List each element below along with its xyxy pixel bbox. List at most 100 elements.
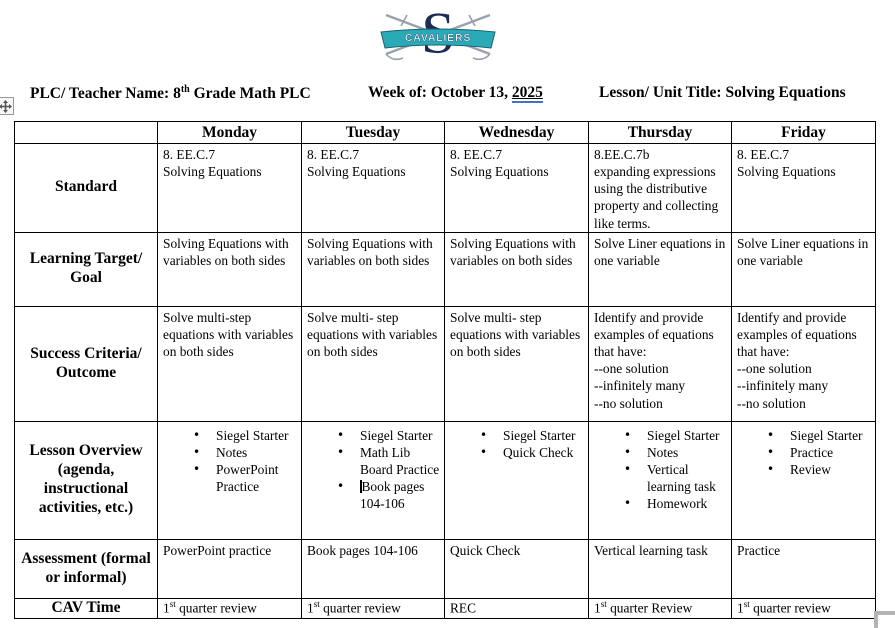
cavaliers-logo-icon: S CAVALIERS (380, 0, 496, 66)
cav-time-wednesday-cell[interactable]: REC (444, 597, 589, 619)
assessment-thursday-cell[interactable]: Vertical learning task (588, 538, 732, 599)
document-header: PLC/ Teacher Name: 8th Grade Math PLC We… (0, 84, 895, 104)
standard-tuesday-cell[interactable]: 8. EE.C.7 Solving Equations (301, 143, 445, 233)
success-criteria-row: Success Criteria/ Outcome Solve multi-st… (14, 305, 876, 422)
standard-wednesday-cell[interactable]: 8. EE.C.7 Solving Equations (444, 143, 589, 233)
bullet-list: • Siegel Starter • Math Lib Board Practice •… (307, 427, 441, 513)
success-criteria-wednesday-cell[interactable]: Solve multi- step equations with variabl… (444, 305, 589, 422)
assessment-tuesday-cell[interactable]: Book pages 104-106 (301, 538, 445, 599)
success-criteria-thursday-cell[interactable]: Identify and provide examples of equatio… (588, 305, 732, 422)
bullet-item: • Siegel Starter (193, 427, 289, 443)
bullet-item: • Notes (624, 444, 679, 460)
table-resize-handle[interactable] (874, 611, 895, 628)
learning-target-tuesday-cell[interactable]: Solving Equations with variables on both… (301, 231, 445, 307)
day-header-wednesday[interactable]: Wednesday (444, 121, 589, 144)
lesson-plan-table: Monday Tuesday Wednesday Thursday Friday… (14, 121, 876, 619)
standard-thursday-cell[interactable]: 8.EE.C.7b expanding expressions using th… (588, 143, 732, 233)
week-of: Week of: October 13, 2025 (368, 84, 543, 103)
cav-time-row-label[interactable]: CAV Time (14, 597, 158, 619)
plc-text-rest: Grade Math PLC (189, 85, 311, 103)
bullet-item: • Siegel Starter (337, 427, 433, 443)
bullet-item: • Siegel Starter (480, 427, 576, 443)
move-arrows-icon (0, 99, 12, 113)
day-header-thursday[interactable]: Thursday (588, 121, 732, 144)
sword-guards-icon (385, 14, 491, 61)
learning-target-row-label[interactable]: Learning Target/ Goal (14, 231, 158, 307)
assessment-wednesday-cell[interactable]: Quick Check (444, 538, 589, 599)
standard-monday-cell[interactable]: 8. EE.C.7 Solving Equations (157, 143, 302, 233)
plc-teacher-name: PLC/ Teacher Name: 8th Grade Math PLC (30, 84, 311, 103)
lesson-overview-monday-cell[interactable]: • Siegel Starter • Notes • PowerPoint Practic… (157, 420, 302, 540)
logo-banner (380, 28, 496, 49)
bullet-list: • Siegel Starter • Practice • Review (737, 427, 872, 478)
cav-ordinal-sup: st (743, 598, 750, 609)
standard-row-label[interactable]: Standard (14, 143, 158, 233)
success-criteria-tuesday-cell[interactable]: Solve multi- step equations with variabl… (301, 305, 445, 422)
day-header-monday[interactable]: Monday (157, 121, 302, 144)
success-criteria-monday-cell[interactable]: Solve multi-step equations with variable… (157, 305, 302, 422)
learning-target-thursday-cell[interactable]: Solve Liner equations in one variable (588, 231, 732, 307)
cav-ordinal-sup: st (313, 598, 320, 609)
cav-text: 1 (737, 600, 744, 616)
bullet-item: • Review (767, 462, 831, 478)
cav-text: 1 (594, 600, 601, 616)
assessment-row-label[interactable]: Assessment (formal or informal) (14, 538, 158, 599)
bullet-item: • Practice (767, 444, 834, 460)
day-header-tuesday[interactable]: Tuesday (301, 121, 445, 144)
cav-text-rest: quarter Review (606, 600, 693, 616)
cav-text: 1 (307, 600, 314, 616)
cav-ordinal-sup: st (169, 598, 176, 609)
cav-time-thursday-cell[interactable]: 1st quarter Review (588, 597, 732, 619)
plc-text: PLC/ Teacher Name: 8 (30, 85, 181, 103)
bullet-item: • Book pages 104-106 (337, 479, 428, 512)
cav-time-tuesday-cell[interactable]: 1st quarter review (301, 597, 445, 619)
learning-target-friday-cell[interactable]: Solve Liner equations in one variable (731, 231, 876, 307)
table-move-handle[interactable] (0, 97, 14, 115)
corner-cell[interactable] (14, 121, 158, 144)
cav-text-rest: quarter review (749, 600, 831, 616)
bullet-item: • Homework (624, 496, 708, 512)
lesson-overview-thursday-cell[interactable]: • Siegel Starter • Notes • Vertical learning … (588, 420, 732, 540)
standard-friday-cell[interactable]: 8. EE.C.7 Solving Equations (731, 143, 876, 233)
cav-text-rest: quarter review (319, 600, 401, 616)
bullet-item: • PowerPoint Practice (193, 462, 282, 495)
cav-ordinal-sup: st (600, 598, 607, 609)
logo-banner-text: CAVALIERS (405, 32, 471, 44)
cav-time-row: CAV Time 1st quarter review 1st quarter … (14, 597, 876, 619)
bullet-list: • Siegel Starter • Notes • PowerPoint Practic… (163, 427, 298, 496)
lesson-overview-row: Lesson Overview (agenda, instructional a… (14, 420, 876, 540)
assessment-row: Assessment (formal or informal) PowerPoi… (14, 538, 876, 599)
week-text: Week of: October 13, (368, 84, 512, 101)
lesson-unit-title: Lesson/ Unit Title: Solving Equations (599, 84, 846, 101)
bullet-list: • Siegel Starter • Notes • Vertical learning … (594, 427, 728, 513)
day-header-friday[interactable]: Friday (731, 121, 876, 144)
bullet-item: • Siegel Starter (767, 427, 863, 443)
learning-target-monday-cell[interactable]: Solving Equations with variables on both… (157, 231, 302, 307)
cav-text: REC (450, 600, 477, 616)
cav-text: 1 (163, 600, 170, 616)
cav-time-monday-cell[interactable]: 1st quarter review (157, 597, 302, 619)
bullet-item: • Siegel Starter (624, 427, 720, 443)
assessment-friday-cell[interactable]: Practice (731, 538, 876, 599)
bullet-item: • Vertical learning task (624, 462, 716, 495)
lesson-overview-tuesday-cell[interactable]: • Siegel Starter • Math Lib Board Practice •… (301, 420, 445, 540)
success-criteria-friday-cell[interactable]: Identify and provide examples of equatio… (731, 305, 876, 422)
learning-target-row: Learning Target/ Goal Solving Equations … (14, 231, 876, 307)
table-header-row: Monday Tuesday Wednesday Thursday Friday (14, 121, 876, 144)
lesson-overview-row-label[interactable]: Lesson Overview (agenda, instructional a… (14, 420, 158, 540)
success-criteria-row-label[interactable]: Success Criteria/ Outcome (14, 305, 158, 422)
school-logo: S CAVALIERS (376, 0, 500, 66)
learning-target-wednesday-cell[interactable]: Solving Equations with variables on both… (444, 231, 589, 307)
bullet-item: • Notes (193, 444, 248, 460)
lesson-overview-friday-cell[interactable]: • Siegel Starter • Practice • Review (731, 420, 876, 540)
text-cursor (360, 480, 362, 494)
bullet-item: • Quick Check (480, 444, 574, 460)
lesson-overview-wednesday-cell[interactable]: • Siegel Starter • Quick Check (444, 420, 589, 540)
plc-ordinal-sup: th (180, 84, 190, 95)
standard-row: Standard 8. EE.C.7 Solving Equations 8. … (14, 143, 876, 233)
assessment-monday-cell[interactable]: PowerPoint practice (157, 538, 302, 599)
week-year-underlined: 2025 (511, 84, 543, 103)
cav-text-rest: quarter review (175, 600, 257, 616)
cav-time-friday-cell[interactable]: 1st quarter review (731, 597, 876, 619)
